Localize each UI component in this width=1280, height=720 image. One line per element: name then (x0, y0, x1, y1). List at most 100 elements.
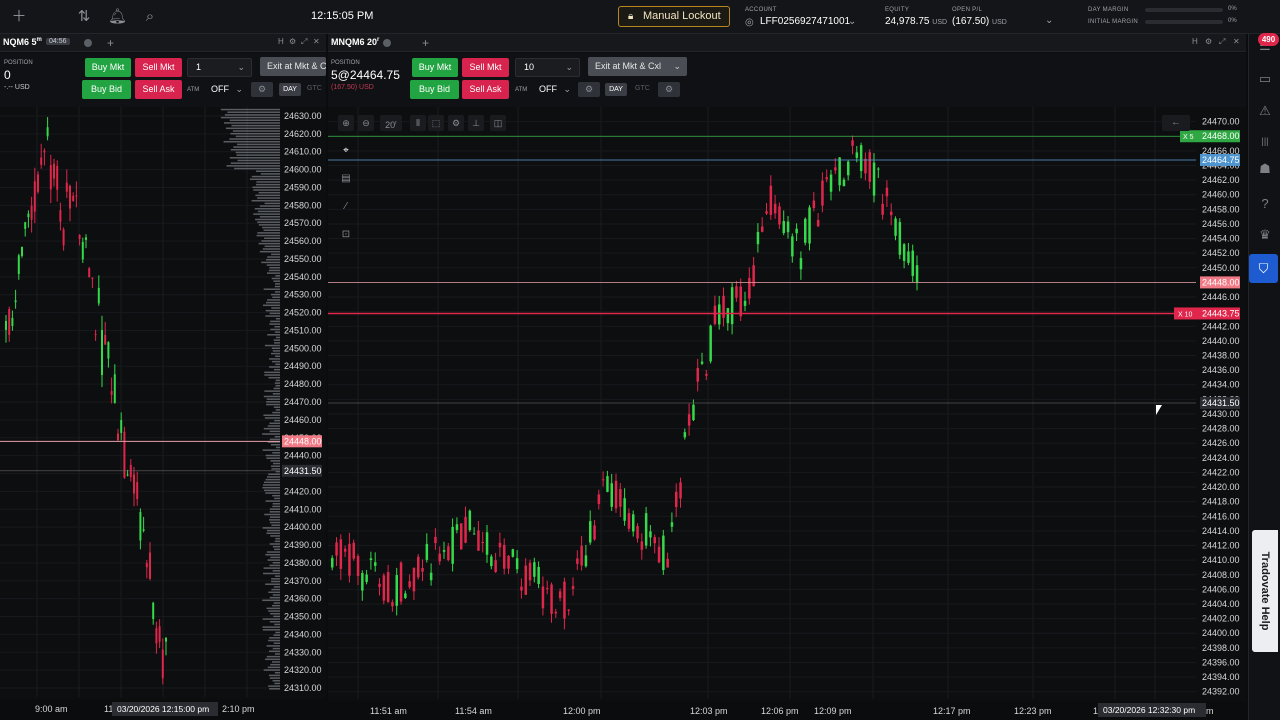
right-day-toggle[interactable]: DAY (605, 83, 627, 96)
trophy-icon[interactable]: ♛ (1259, 227, 1271, 242)
right-gear-icon[interactable]: ⚙ (1205, 37, 1213, 46)
volume-profile-bar (271, 307, 280, 309)
bell-icon[interactable]: 🔔︎ (108, 8, 128, 25)
manual-lockout-button[interactable]: 🔒︎ Manual Lockout (618, 6, 730, 27)
left-buy-mkt-button[interactable]: Buy Mkt (85, 58, 131, 77)
right-atm-gear-icon[interactable]: ⚙ (578, 82, 600, 97)
left-gtc-toggle[interactable]: GTC (307, 85, 322, 92)
candle-body (374, 562, 377, 566)
right-candlestick-chart[interactable]: 24470.0024468.0024466.0024464.0024462.00… (328, 107, 1246, 720)
volume-profile-bar (268, 473, 280, 476)
left-chart-area[interactable]: 24630.00 24620.00 24610.00 24600.00 24590.00… (0, 107, 326, 720)
price-tick-label: 24408.00 (1202, 570, 1240, 580)
search-icon[interactable]: ⌕ (145, 8, 155, 25)
right-sell-mkt-button[interactable]: Sell Mkt (462, 58, 509, 77)
left-close-icon[interactable]: ✕ (313, 37, 320, 46)
right-buy-bid-button[interactable]: Buy Bid (410, 80, 459, 99)
candle-body (485, 532, 489, 555)
left-atm-select[interactable]: OFF ⌄ (205, 80, 248, 99)
select-area-icon[interactable]: ⬚ (428, 115, 444, 131)
zoom-out-icon[interactable]: ⊖ (358, 115, 374, 131)
community-icon[interactable]: ☗ (1259, 161, 1271, 176)
zoom-in-icon[interactable]: ⊕ (338, 115, 354, 131)
candle-body (11, 317, 14, 326)
shield-icon[interactable]: ⛉ (1249, 254, 1278, 283)
volume-profile-bar (272, 462, 280, 465)
right-chart-area[interactable]: 24470.0024468.0024466.0024464.0024462.00… (328, 107, 1246, 720)
lock-icon: 🔒︎ (628, 11, 634, 22)
left-buy-bid-button[interactable]: Buy Bid (82, 80, 131, 99)
left-h-icon[interactable]: H (278, 37, 284, 46)
right-h-icon[interactable]: H (1192, 37, 1198, 46)
indicators-icon[interactable]: ⊥ (468, 115, 484, 131)
right-close-icon[interactable]: ✕ (1233, 37, 1240, 46)
candle-body (498, 542, 502, 548)
right-qty-select[interactable]: 10 ⌄ (515, 58, 580, 77)
right-tab-close-dot[interactable] (383, 39, 391, 47)
left-sell-mkt-button[interactable]: Sell Mkt (135, 58, 182, 77)
left-tab-close-dot[interactable] (84, 39, 92, 47)
notes-icon[interactable]: ▤ (341, 173, 351, 184)
left-atm-gear-icon[interactable]: ⚙ (251, 82, 273, 97)
volume-profile-bar (274, 623, 280, 626)
candle-body (75, 195, 78, 197)
tradovate-help-tab[interactable]: Tradovate Help (1252, 530, 1278, 652)
chat-icon[interactable]: ▭ (1258, 71, 1272, 86)
bars-icon[interactable]: ||| (1261, 136, 1269, 146)
volume-profile-bar (273, 615, 280, 618)
layout-icon[interactable]: ◫ (490, 115, 506, 131)
volume-profile-bar (269, 516, 280, 518)
right-tab-name[interactable]: MNQM6 20r (331, 37, 379, 47)
help-icon[interactable]: ? (1261, 196, 1269, 211)
volume-profile-bar (274, 285, 280, 288)
scroll-to-latest-icon[interactable]: ← (1162, 115, 1190, 131)
lock-drawings-icon[interactable]: ⊡ (341, 229, 351, 240)
candle-body (528, 562, 532, 581)
right-buy-mkt-button[interactable]: Buy Mkt (412, 58, 458, 77)
candle-body (408, 581, 411, 588)
transfer-icon[interactable]: ⇅ (77, 8, 91, 25)
volume-profile-bar (269, 267, 280, 269)
expand-chevron-icon[interactable]: ⌄ (1045, 15, 1054, 26)
candle-body (30, 205, 33, 220)
right-popout-icon[interactable]: ⤢ (1219, 37, 1226, 46)
candle-body (541, 586, 545, 609)
chart-settings-icon[interactable]: ⚙ (448, 115, 464, 131)
right-add-tab-icon[interactable]: + (422, 36, 430, 50)
left-qty-select[interactable]: 1 ⌄ (187, 58, 252, 77)
left-candlestick-chart[interactable]: 24630.00 24620.00 24610.00 24600.00 24590.00… (0, 107, 326, 720)
left-tab-name[interactable]: NQM6 5m (3, 37, 42, 47)
left-day-toggle[interactable]: DAY (279, 83, 301, 96)
right-extra-gear-icon[interactable]: ⚙ (658, 82, 680, 97)
left-gear-icon[interactable]: ⚙ (289, 37, 297, 46)
account-selector[interactable]: LFF0256927471001 (760, 16, 851, 27)
chevron-down-icon[interactable]: ⌄ (848, 16, 857, 27)
warning-icon[interactable]: ⚠ (1259, 103, 1271, 118)
volume-profile-bar (269, 596, 280, 599)
right-exit-button[interactable]: Exit at Mkt & Cxl ⌄ (588, 57, 687, 76)
left-sell-ask-button[interactable]: Sell Ask (135, 80, 182, 99)
left-add-tab-icon[interactable]: + (107, 36, 115, 50)
volume-profile-bar (265, 454, 280, 457)
right-gtc-toggle[interactable]: GTC (635, 85, 650, 92)
right-sell-ask-button[interactable]: Sell Ask (462, 80, 509, 99)
candle-body (155, 628, 158, 644)
candle-body (5, 320, 7, 330)
left-popout-icon[interactable]: ⤢ (301, 37, 308, 46)
timeframe-button[interactable]: 20r (380, 115, 402, 131)
candle-body (8, 308, 11, 335)
candle-body (378, 583, 381, 588)
plus-icon[interactable]: ＋ (11, 8, 27, 25)
crosshair-icon[interactable]: ⌖ (343, 145, 349, 156)
volume-profile-bar (223, 140, 280, 143)
right-atm-select[interactable]: OFF ⌄ (533, 80, 576, 99)
left-exit-button[interactable]: Exit at Mkt & C (260, 57, 326, 76)
candle-body (816, 220, 820, 227)
candle-body (670, 522, 674, 527)
volume-profile-bar (270, 444, 280, 446)
candle-body (40, 157, 43, 165)
candle-type-icon[interactable]: ⫴ (410, 115, 426, 131)
draw-line-icon[interactable]: ⁄ (345, 201, 347, 212)
candle-body (369, 558, 373, 561)
volume-profile-bar (270, 465, 280, 467)
